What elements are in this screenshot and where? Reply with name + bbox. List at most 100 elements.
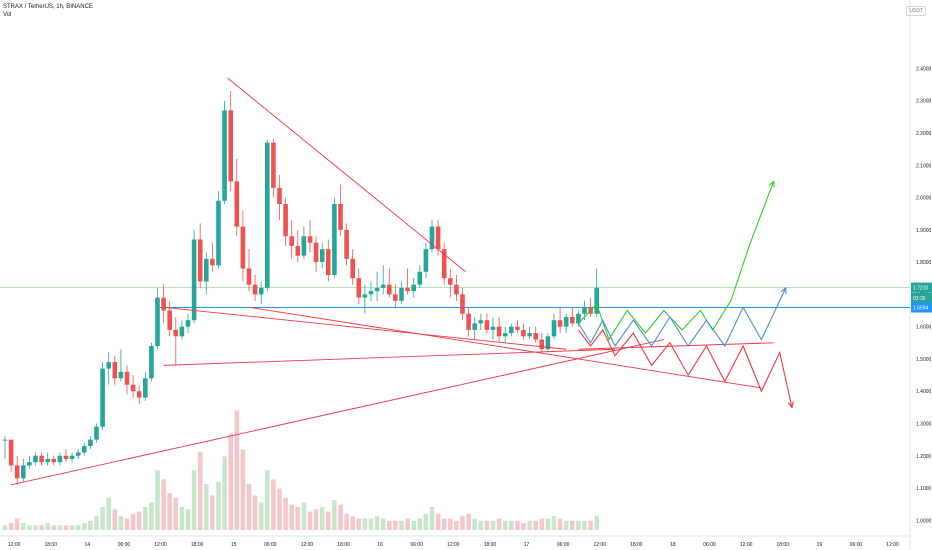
volume-bar [2,525,8,530]
volume-bar [380,518,386,530]
x-tick-label: 18 [670,542,676,548]
candle-body [350,258,355,279]
trendline [227,77,466,273]
candle-body [563,316,569,327]
candle-body [246,268,252,285]
candle-body [2,439,8,441]
candle-body [271,142,276,188]
candle-body [136,391,142,398]
volume-bar [51,525,57,530]
volume-bar [551,516,557,530]
candle-body [490,326,496,330]
candle-body [155,297,160,347]
candle-body [63,455,69,459]
volume-bar [478,520,484,530]
volume-bar [563,520,569,530]
volume-bar [509,520,514,530]
volume-bar [466,513,471,530]
last-price-label-bg [911,282,932,293]
y-tick-label: 1.8000 [916,260,932,266]
y-tick-label: 2.3000 [916,99,932,105]
candle-body [228,110,233,182]
volume-bar [8,523,14,530]
projection-green-path-arrow [768,180,775,188]
x-tick-label: 19 [817,542,823,548]
volume-bar [75,525,81,530]
volume-bar [460,516,465,530]
volume-bar [429,507,435,530]
volume-bar [417,518,423,530]
projection-blue-path [577,287,787,348]
candle-body [283,203,288,237]
candle-body [33,455,38,463]
x-tick-label: 14 [85,542,91,548]
x-tick-label: 16 [377,542,383,548]
candle-body [161,297,166,311]
volume-bar [326,511,331,530]
candle-body [338,203,343,230]
y-tick-label: 1.4000 [916,389,932,395]
candle-body [472,323,477,330]
volume-bar [356,518,362,530]
volume-bar [277,488,282,530]
volume-bar [301,502,307,530]
volume-bar [423,513,429,530]
candle-body [411,284,416,292]
volume-bar [112,509,118,530]
candle-body [515,326,520,330]
volume-label: Vol [3,12,12,18]
candle-body [380,284,386,288]
volume-bar [33,525,38,530]
candle-body [94,426,99,440]
candle-body [143,378,148,398]
volume-bar [332,500,337,530]
projection-red-path [577,328,793,408]
volume-bar [448,518,453,530]
candle-body [332,203,337,275]
volume-bar [149,502,154,530]
volume-bar [252,495,258,530]
volume-bar [106,497,111,530]
candle-body [387,284,392,295]
x-tick-label: 18:00 [44,542,57,548]
last-price-label: 1.7210 [913,286,929,292]
volume-bar [362,518,368,530]
currency-badge[interactable]: USDT [906,6,926,16]
candle-body [509,326,514,334]
candle-body [466,313,471,330]
candle-body [551,320,557,337]
y-tick-label: 1.6000 [916,325,932,331]
volume-bar [234,410,240,530]
candle-body [130,384,136,392]
candle-body [106,362,111,369]
candle-body [216,200,221,266]
volume-bar [258,502,264,530]
y-tick-label: 1.1000 [916,486,932,492]
candle-body [57,455,63,463]
y-tick-label: 1.0000 [916,518,932,524]
candle-body [441,249,447,279]
volume-bar [222,456,227,530]
candle-body [191,239,197,321]
x-tick-label: 06:00 [850,542,863,548]
candle-body [429,226,435,250]
countdown-label-bg [911,292,932,303]
candle-body [45,458,50,463]
candle-body [319,249,325,263]
volume-bar [216,481,221,530]
candle-body [313,242,319,263]
candle-body [478,320,484,324]
projection-green-path [578,181,775,341]
candle-body [435,226,441,250]
volume-bar [246,484,252,530]
volume-bar [39,525,44,530]
volume-bar [435,513,441,530]
volume-bar [582,520,587,530]
candle-body [545,336,551,350]
candle-body [240,226,246,269]
volume-bar [527,520,532,530]
candle-body [454,284,459,295]
candle-body [51,458,57,463]
